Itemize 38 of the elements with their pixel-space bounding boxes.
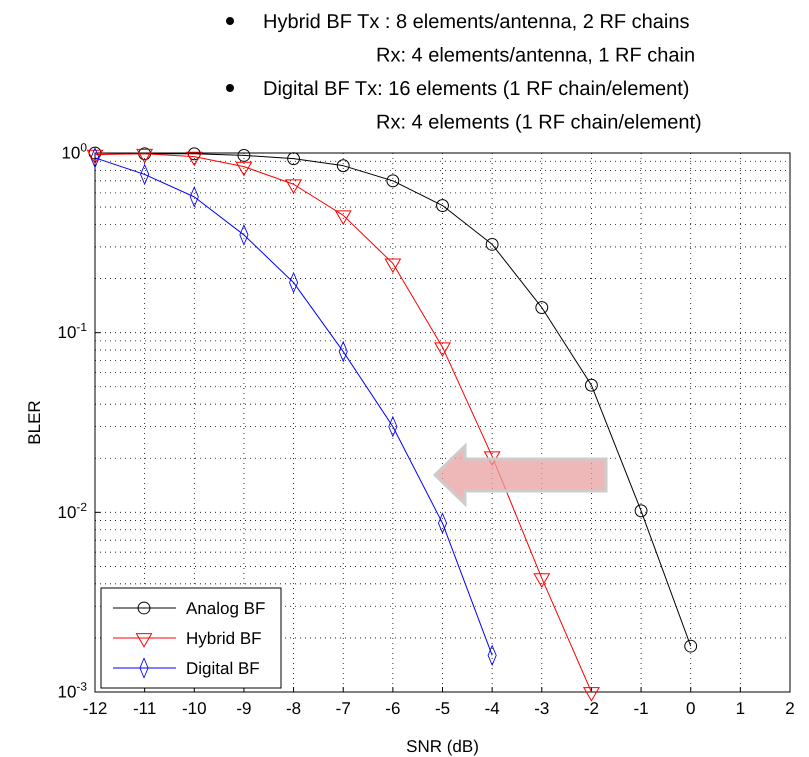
point [287,152,300,166]
x-tick-label: 1 [736,699,746,718]
y-axis-title: BLER [25,400,44,445]
point [336,159,350,172]
point [585,378,598,392]
legend-label: Hybrid BF [186,629,262,648]
y-tick-label: 10$^{-3}$ [58,679,88,702]
legend-label: Analog BF [186,599,266,618]
x-tick-label: -3 [534,699,550,718]
x-tick-label: -12 [82,699,108,718]
x-tick-label: -7 [336,699,351,718]
x-tick-label: -11 [132,699,156,718]
x-tick-label: 2 [785,699,795,718]
x-tick-label: -6 [385,699,400,718]
text: Rx: 4 elements/antenna, 1 RF chain [376,44,696,66]
x-tick-label: -4 [484,699,500,718]
x-tick-label: -2 [584,699,599,718]
y-tick-label: 10$^{-1}$ [58,320,88,342]
point [436,199,449,212]
text: Rx: 4 elements (1 RF chain/element) [376,112,702,134]
x-axis-title: SNR (dB) [406,737,479,756]
point [238,148,250,162]
text: Hybrid BF Tx : 8 elements/antenna, 2 RF chains [263,11,690,33]
y-tick-label: 10$^{-2}$ [58,500,88,522]
x-tick-label: 0 [686,699,696,718]
x-tick-label: -8 [286,699,302,718]
x-tick-label: -10 [182,699,207,718]
x-tick-label: -9 [236,699,252,718]
point [684,640,698,653]
legend-label: Digital BF [186,659,260,678]
x-tick-label: -1 [634,699,649,718]
point [535,301,548,314]
x-tick-label: -5 [434,699,450,718]
y-tick-label: 10$^{0}$ [61,140,88,162]
point [486,238,499,251]
point [386,174,400,188]
text: Digital BF Tx: 16 elements (1 RF chain/element) [263,78,690,100]
point [634,504,648,518]
